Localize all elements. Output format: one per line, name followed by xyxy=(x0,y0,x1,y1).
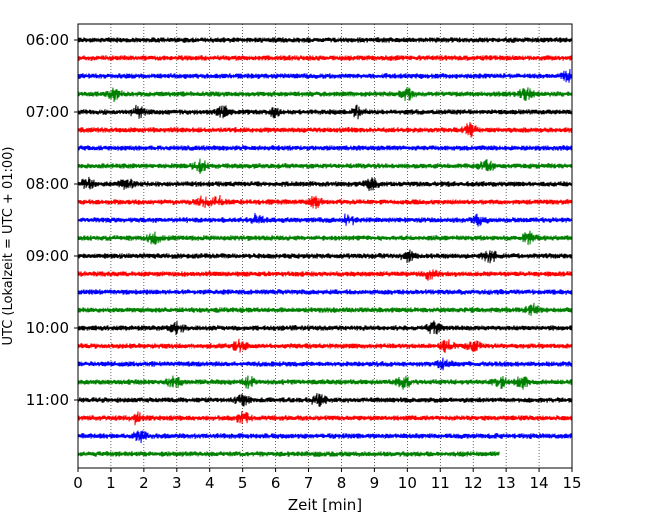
trace-0845 xyxy=(77,230,573,245)
trace-1130 xyxy=(77,430,573,444)
plot-frame xyxy=(77,23,573,469)
y-tick-label: 08:00 xyxy=(26,175,69,193)
x-tick-label: 1 xyxy=(106,474,116,492)
y-axis-label: UTC (Lokalzeit = UTC + 01:00) xyxy=(1,147,16,346)
y-tick-label: 11:00 xyxy=(26,391,69,409)
trace-1145 xyxy=(77,450,500,458)
x-tick-label: 13 xyxy=(497,474,516,492)
trace-0945 xyxy=(77,302,573,317)
trace-1030 xyxy=(77,357,573,371)
y-tick-label: 10:00 xyxy=(26,319,69,337)
trace-0745 xyxy=(77,158,573,175)
x-axis-ticks: 0 1 2 3 4 5 6 7 8 9 10 11 12 13 14 15 xyxy=(73,468,582,492)
traces xyxy=(77,36,573,458)
trace-1100 xyxy=(77,393,573,407)
x-tick-label: 7 xyxy=(304,474,314,492)
trace-0615 xyxy=(77,54,573,62)
grid xyxy=(110,24,540,468)
y-tick-label: 09:00 xyxy=(26,247,69,265)
trace-0930 xyxy=(77,288,573,296)
x-tick-label: 8 xyxy=(337,474,347,492)
x-tick-label: 2 xyxy=(139,474,149,492)
trace-0630 xyxy=(77,68,573,83)
x-tick-label: 4 xyxy=(205,474,215,492)
x-tick-label: 5 xyxy=(238,474,248,492)
trace-0815 xyxy=(77,194,573,210)
trace-0800 xyxy=(77,176,573,192)
y-tick-label: 07:00 xyxy=(26,103,69,121)
trace-0830 xyxy=(77,212,573,227)
y-axis-ticks: 06:00 07:00 08:00 09:00 10:00 11:00 xyxy=(26,31,78,409)
y-tick-label: 06:00 xyxy=(26,31,69,49)
x-tick-label: 3 xyxy=(172,474,182,492)
x-axis-label: Zeit [min] xyxy=(288,496,362,514)
x-tick-label: 15 xyxy=(562,474,581,492)
trace-0915 xyxy=(77,269,573,281)
trace-0730 xyxy=(77,144,573,152)
x-tick-label: 0 xyxy=(73,474,83,492)
trace-1000 xyxy=(77,320,573,336)
x-tick-label: 14 xyxy=(530,474,549,492)
x-tick-label: 12 xyxy=(464,474,483,492)
trace-0900 xyxy=(77,249,573,264)
trace-0700 xyxy=(77,104,573,120)
trace-1045 xyxy=(77,375,573,390)
trace-1015 xyxy=(77,338,573,353)
trace-1115 xyxy=(77,411,573,426)
x-tick-label: 10 xyxy=(398,474,417,492)
trace-0600 xyxy=(77,36,573,44)
x-tick-label: 6 xyxy=(271,474,281,492)
x-tick-label: 11 xyxy=(431,474,450,492)
trace-0715 xyxy=(77,122,573,138)
trace-0645 xyxy=(77,87,573,102)
x-tick-label: 9 xyxy=(370,474,380,492)
